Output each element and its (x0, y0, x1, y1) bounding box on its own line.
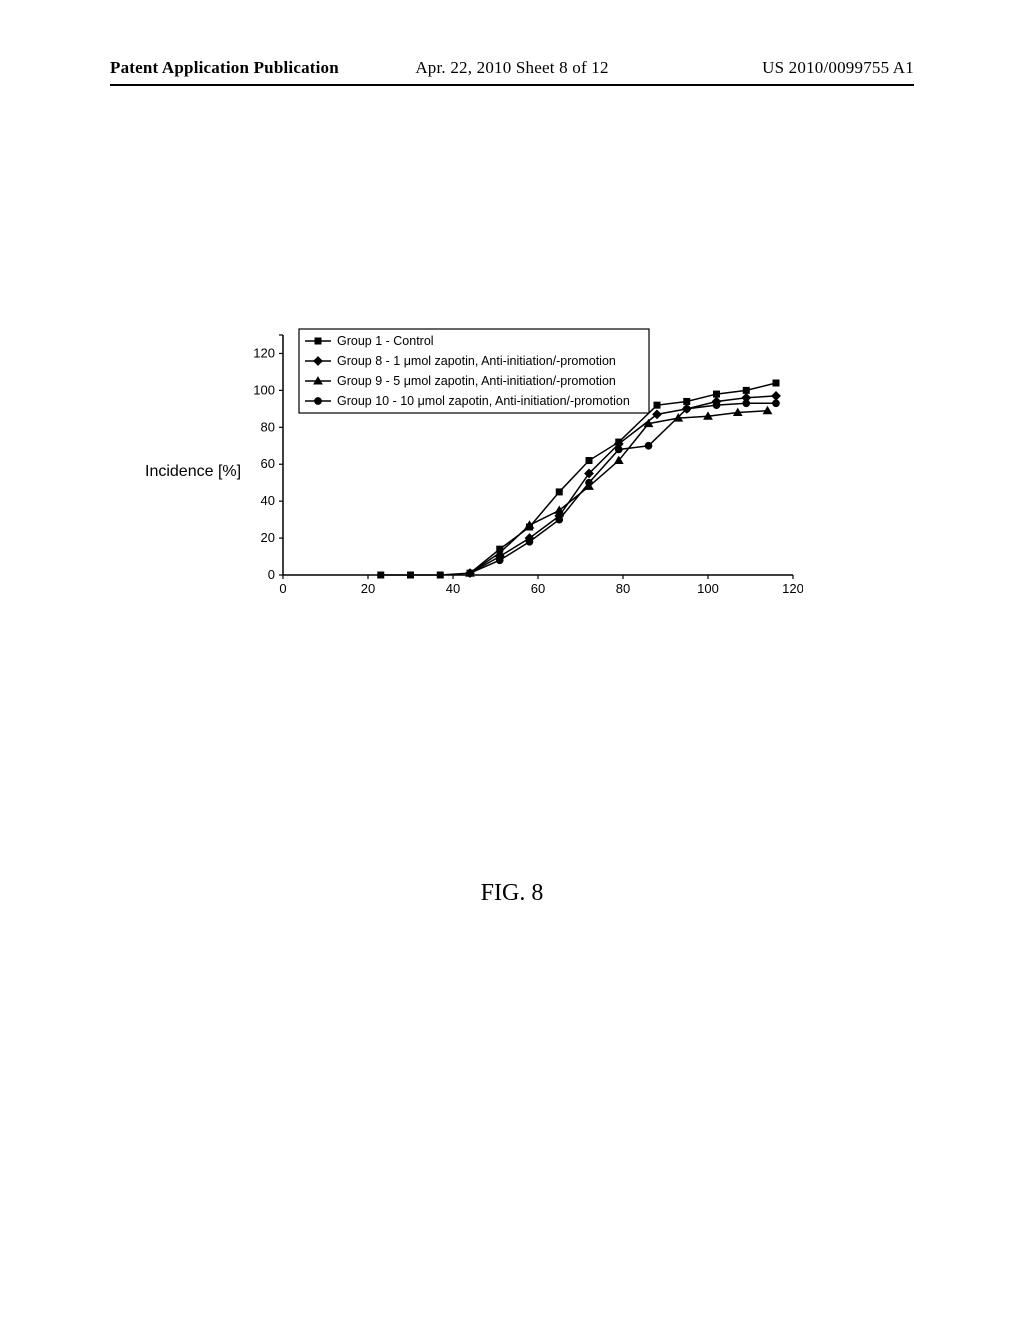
x-tick-label: 120 (782, 581, 803, 596)
y-tick-label: 120 (253, 345, 275, 360)
x-tick-label: 40 (446, 581, 460, 596)
legend-label: Group 10 - 10 μmol zapotin, Anti-initiat… (337, 394, 630, 408)
header-rule (110, 84, 914, 86)
y-tick-label: 40 (261, 493, 275, 508)
header-left: Patent Application Publication (110, 58, 339, 78)
y-tick-label: 80 (261, 419, 275, 434)
y-tick-label: 60 (261, 456, 275, 471)
y-tick-label: 0 (268, 567, 275, 582)
y-axis-label: Incidence [%] (145, 463, 241, 481)
chart-plot-area: 0 20 40 60 80 100 120 0 20 40 60 80 100 120 Group 1 - … (243, 325, 803, 605)
x-tick-label: 20 (361, 581, 375, 596)
header-right: US 2010/0099755 A1 (762, 58, 914, 78)
x-tick-label: 100 (697, 581, 719, 596)
y-tick-label: 100 (253, 382, 275, 397)
x-tick-label: 80 (616, 581, 630, 596)
header-center: Apr. 22, 2010 Sheet 8 of 12 (415, 58, 608, 78)
legend-label: Group 1 - Control (337, 334, 434, 348)
x-tick-label: 0 (279, 581, 286, 596)
page-header: Patent Application Publication Apr. 22, … (0, 58, 1024, 78)
x-tick-label: 60 (531, 581, 545, 596)
figure-caption: FIG. 8 (0, 880, 1024, 907)
y-tick-label: 20 (261, 530, 275, 545)
legend-label: Group 9 - 5 μmol zapotin, Anti-initiatio… (337, 374, 616, 388)
legend-label: Group 8 - 1 μmol zapotin, Anti-initiatio… (337, 354, 616, 368)
